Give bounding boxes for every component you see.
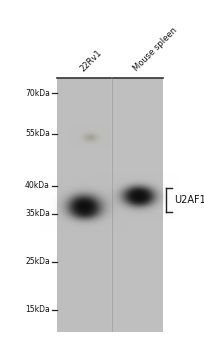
- Text: Mouse spleen: Mouse spleen: [131, 26, 178, 73]
- Text: U2AF1: U2AF1: [173, 195, 204, 205]
- Text: 15kDa: 15kDa: [25, 306, 50, 315]
- Text: 25kDa: 25kDa: [25, 258, 50, 266]
- Text: 22Rv1: 22Rv1: [78, 48, 103, 73]
- Text: 35kDa: 35kDa: [25, 210, 50, 218]
- Text: 70kDa: 70kDa: [25, 89, 50, 98]
- Text: 40kDa: 40kDa: [25, 182, 50, 190]
- Text: 55kDa: 55kDa: [25, 130, 50, 139]
